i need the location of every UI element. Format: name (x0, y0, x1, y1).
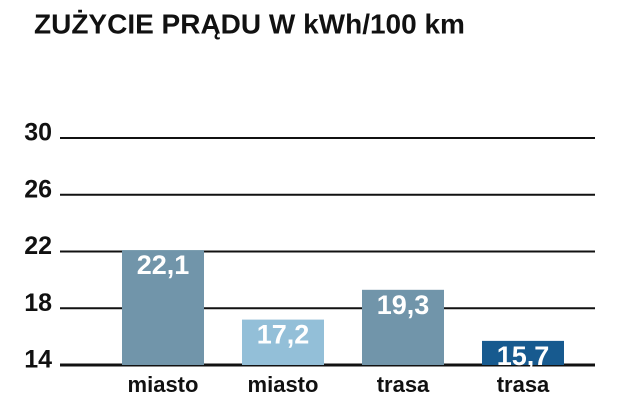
value-label: 17,2 (257, 320, 310, 350)
x-tick-label: trasa (377, 372, 430, 397)
x-tick-label: miasto (128, 372, 199, 397)
y-tick-label: 14 (24, 346, 52, 374)
bar (242, 319, 324, 365)
bar (362, 289, 444, 365)
x-tick-label: miasto (248, 372, 319, 397)
value-label: 22,1 (137, 250, 190, 280)
y-tick-label: 26 (24, 175, 52, 203)
value-label: 15,7 (497, 341, 550, 371)
x-tick-label: trasa (497, 372, 550, 397)
y-tick-label: 30 (24, 119, 52, 147)
bar (482, 340, 564, 365)
chart-title: ZUŻYCIE PRĄDU W kWh/100 km (34, 8, 465, 39)
y-tick-label: 18 (24, 289, 52, 317)
value-label: 19,3 (377, 290, 430, 320)
y-tick-label: 22 (24, 232, 52, 260)
bar (122, 250, 204, 365)
